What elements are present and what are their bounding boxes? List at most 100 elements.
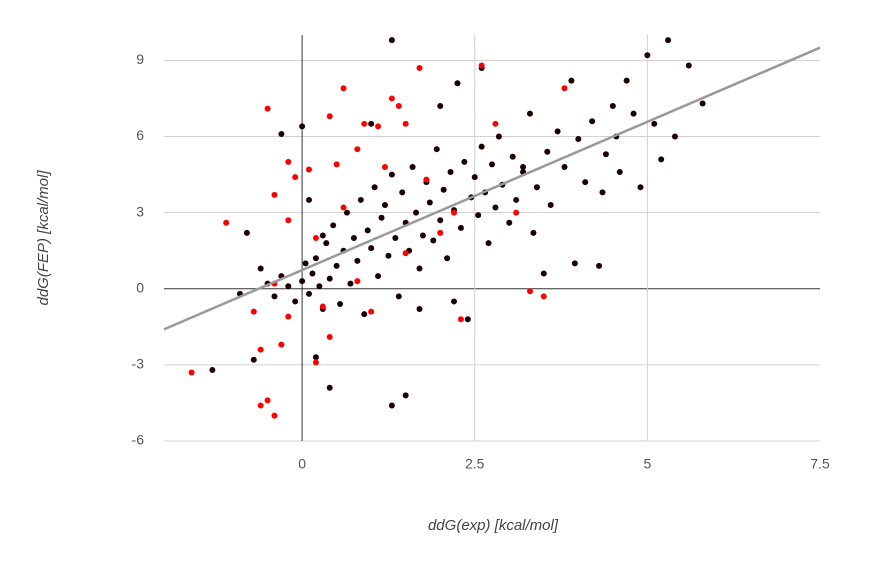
point (454, 80, 461, 87)
point (357, 196, 364, 203)
point (416, 265, 423, 272)
point (264, 397, 271, 404)
point (540, 270, 547, 277)
point (354, 278, 361, 285)
point (278, 130, 285, 137)
point (616, 169, 623, 176)
point (471, 174, 478, 181)
point (285, 158, 292, 165)
point (685, 62, 692, 69)
point (447, 169, 454, 176)
point (402, 120, 409, 127)
point (312, 354, 319, 361)
point (381, 202, 388, 209)
point (368, 120, 375, 127)
point (368, 308, 375, 315)
point (464, 316, 471, 323)
point (630, 110, 637, 117)
point (340, 85, 347, 92)
point (596, 262, 603, 269)
y-tick-label: 9 (136, 51, 144, 67)
point (540, 293, 547, 300)
y-tick-label: -6 (132, 432, 145, 448)
point (495, 133, 502, 140)
point (385, 252, 392, 259)
point (292, 174, 299, 181)
point (433, 146, 440, 153)
point (330, 222, 337, 229)
point (520, 163, 527, 170)
point (392, 235, 399, 241)
point (312, 359, 319, 366)
point (323, 240, 330, 247)
point (343, 209, 350, 216)
point (533, 184, 540, 191)
x-axis-title: ddG(exp) [kcal/mol] (428, 517, 559, 534)
point (319, 232, 326, 239)
point (388, 37, 395, 44)
point (575, 136, 582, 143)
point (416, 306, 423, 313)
point (451, 298, 458, 305)
point (609, 103, 616, 110)
point (457, 224, 464, 231)
point (364, 227, 371, 234)
point (354, 146, 361, 153)
point (257, 346, 264, 353)
point (243, 229, 250, 236)
point (316, 283, 323, 290)
point (395, 293, 402, 300)
point (306, 196, 313, 203)
point (440, 186, 447, 193)
y-tick-label: 6 (136, 127, 144, 143)
point (347, 280, 354, 287)
point (299, 278, 306, 285)
point (375, 123, 382, 130)
y-tick-label: -3 (132, 356, 145, 372)
point (326, 275, 333, 282)
point (264, 105, 271, 112)
point (388, 95, 395, 102)
point (306, 166, 313, 173)
point (375, 273, 382, 280)
point (354, 257, 361, 264)
point (209, 366, 216, 373)
point (257, 265, 264, 272)
point (489, 161, 495, 168)
point (309, 270, 316, 277)
point (554, 128, 561, 135)
point (299, 123, 306, 130)
point (257, 402, 264, 409)
point (402, 392, 409, 399)
point (457, 316, 464, 323)
point (437, 217, 444, 224)
point (478, 62, 485, 69)
point (371, 184, 378, 191)
point (326, 113, 333, 120)
point (292, 298, 299, 305)
point (326, 384, 333, 391)
point (340, 204, 347, 211)
point (589, 118, 596, 125)
point (285, 217, 292, 224)
point (381, 163, 388, 170)
point (388, 171, 395, 178)
point (665, 37, 672, 44)
point (271, 191, 278, 198)
x-tick-label: 7.5 (810, 456, 830, 472)
point (402, 250, 409, 257)
point (395, 103, 402, 110)
point (271, 293, 278, 300)
point (333, 262, 340, 269)
point (319, 303, 326, 310)
point (306, 290, 313, 297)
point (623, 77, 630, 84)
point (475, 212, 482, 219)
point (513, 209, 520, 216)
y-tick-label: 0 (136, 279, 144, 295)
x-tick-label: 2.5 (465, 456, 485, 472)
point (271, 412, 278, 419)
point (413, 209, 420, 216)
point (547, 202, 554, 209)
x-tick-label: 0 (298, 456, 306, 472)
